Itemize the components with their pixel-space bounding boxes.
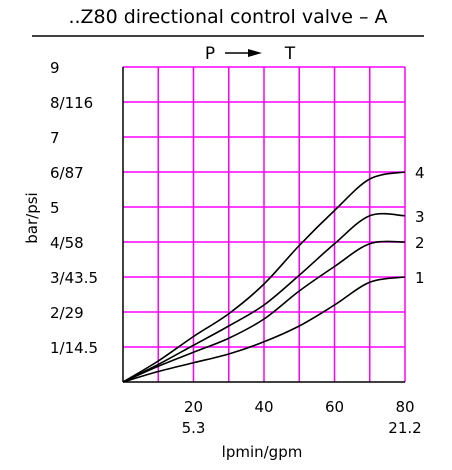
- x-tick-label: 60: [325, 398, 344, 416]
- y-tick-label: 1/14.5: [50, 339, 98, 357]
- series-label-2: 2: [415, 234, 425, 252]
- chart-title: ..Z80 directional control valve – A: [68, 6, 387, 28]
- x-axis-label: lpmin/gpm: [222, 443, 303, 461]
- y-tick-label: 7: [50, 129, 60, 147]
- y-tick-label: 5: [50, 199, 60, 217]
- series-lines: [122, 171, 406, 383]
- grid: [123, 66, 406, 382]
- series-label-3: 3: [415, 208, 425, 226]
- y-axis-label: bar/psi: [23, 192, 41, 243]
- y-tick-label: 6/87: [50, 164, 84, 182]
- series-label-4: 4: [415, 164, 425, 182]
- x-tick-sublabel: 21.2: [388, 419, 421, 437]
- y-tick-label: 4/58: [50, 234, 84, 252]
- x-tick-label: 80: [395, 398, 414, 416]
- y-tick-label: 9: [50, 59, 60, 77]
- right-arrow-icon: [225, 49, 262, 57]
- y-tick-label: 8/116: [50, 94, 93, 112]
- series-line-1: [122, 276, 406, 383]
- direction-from: P: [205, 44, 215, 64]
- x-tick-label: 20: [184, 398, 203, 416]
- series-line-2: [122, 240, 406, 383]
- direction-to: T: [284, 44, 296, 64]
- series-line-3: [122, 212, 406, 383]
- x-tick-labels: 20 5.3 40 60 80 21.2: [182, 398, 422, 437]
- x-tick-sublabel: 5.3: [182, 419, 206, 437]
- x-tick-label: 40: [254, 398, 273, 416]
- series-label-1: 1: [415, 269, 425, 287]
- y-tick-label: 2/29: [50, 304, 84, 322]
- series-labels: 1 2 3 4: [415, 164, 425, 287]
- series-line-4: [122, 171, 406, 383]
- y-tick-labels: 1/14.5 2/29 3/43.5 4/58 5 6/87 7 8/116 9: [50, 59, 98, 357]
- y-tick-label: 3/43.5: [50, 269, 98, 287]
- axes: [122, 67, 405, 383]
